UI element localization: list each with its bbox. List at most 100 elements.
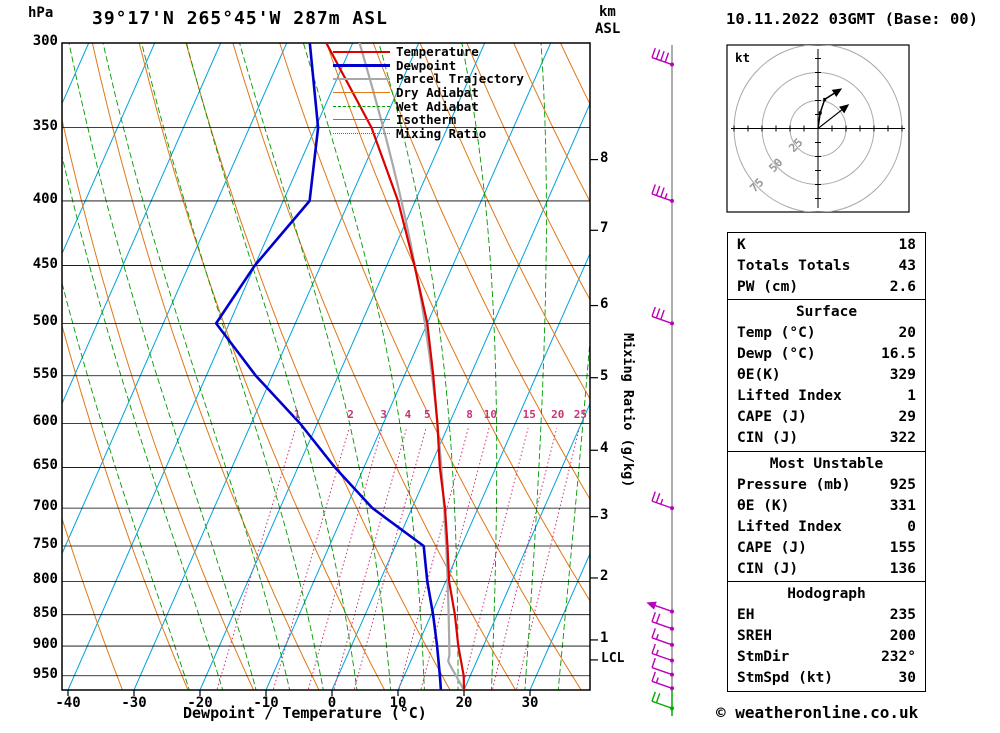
table-row-value: 329: [889, 367, 916, 383]
legend-item-label: Mixing Ratio: [396, 125, 487, 141]
km-tick-label: 6: [600, 295, 609, 312]
legend-item-label: Wet Adiabat: [396, 98, 479, 114]
table-row: StmSpd (kt) 30: [728, 668, 925, 689]
table-row-value: 43: [898, 257, 916, 274]
wind-barb-column: [646, 45, 674, 716]
legend-item: Temperature: [333, 44, 591, 59]
table-row: PW (cm) 2.6: [728, 277, 925, 298]
table-row: Dewp (°C) 16.5: [728, 344, 925, 365]
legend-item: Dewpoint: [333, 58, 591, 73]
hodograph-trace: [817, 90, 838, 129]
km-tick-label: 7: [600, 220, 609, 237]
sounding-curves: [214, 43, 466, 690]
wind-barb: [651, 491, 674, 511]
table-row-label: Lifted Index: [737, 518, 842, 535]
table-row-label: θE (K): [737, 497, 790, 514]
table-row: CAPE (J) 155: [728, 538, 925, 559]
table-section-header: Most Unstable: [769, 455, 884, 472]
table-section: Surface Temp (°C) 20 Dewp (°C) 16.5 θE(K) 329 L…: [727, 299, 926, 452]
table-row-label: PW (cm): [737, 278, 799, 295]
mixing-ratio-value-label: 25: [573, 408, 588, 422]
storm-motion-vector: [817, 107, 845, 129]
wind-barb: [646, 601, 674, 614]
wind-barb: [651, 47, 674, 67]
table-section: Hodograph EH 235 SREH 200 StmDir 232° StmSpd (k…: [727, 581, 926, 692]
km-tick-label: 2: [600, 567, 609, 584]
mixing-ratio-value-label: 15: [522, 408, 536, 422]
table-row-label: Totals Totals: [737, 257, 851, 274]
table-row-label: CIN (J): [737, 430, 799, 446]
pressure-tick-label: 850: [32, 604, 58, 621]
table-row-label: StmDir: [737, 649, 790, 665]
table-row-label: CIN (J): [737, 560, 799, 577]
km-tick-label: 8: [600, 149, 609, 166]
table-row: CIN (J) 136: [728, 559, 925, 580]
table-row-value: 331: [889, 497, 916, 514]
mixing-ratio-value-label: 2: [347, 408, 354, 422]
table-row: θE (K) 331: [728, 496, 925, 517]
legend-item: Wet Adiabat: [333, 98, 591, 114]
temp-tick-label: -10: [253, 695, 279, 711]
km-tick-label: 5: [600, 367, 609, 384]
mixing-ratio-lines: [216, 427, 580, 690]
table-row-label: Temp (°C): [737, 325, 816, 341]
table-row-label: Dewp (°C): [737, 346, 816, 362]
legend-line-sample: [333, 77, 390, 80]
legend-item-label: Dry Adiabat: [396, 85, 479, 101]
table-row: Temp (°C) 20: [728, 323, 925, 344]
km-tick-label: 3: [600, 506, 609, 523]
temp-tick-label: 20: [455, 695, 473, 711]
legend-item: Mixing Ratio: [333, 125, 591, 141]
table-row: StmDir 232°: [728, 647, 925, 668]
table-row: EH 235: [728, 605, 925, 626]
km-tick-label: 1: [600, 629, 609, 646]
table-section: Most Unstable Pressure (mb) 925 θE (K) 331 Li…: [727, 450, 926, 583]
table-section-header: Hodograph: [787, 586, 866, 602]
table-row: SREH 200: [728, 626, 925, 647]
wet-adiabat-lines: [62, 43, 590, 690]
mixing-ratio-axis-label: Mixing Ratio (g/kg): [620, 333, 636, 488]
hodograph-panel: [726, 44, 910, 213]
isotherm-lines: [62, 43, 590, 690]
table-row-value: 18: [898, 236, 916, 253]
hodograph-unit-label: kt: [735, 50, 751, 65]
mixing-ratio-value-label: 3: [380, 408, 387, 422]
mixing-ratio-value-label: 4: [404, 408, 412, 422]
station-title: 39°17'N 265°45'W 287m ASL: [92, 8, 388, 29]
table-row-label: K: [737, 236, 746, 253]
table-row: Pressure (mb) 925: [728, 475, 925, 496]
table-row-label: CAPE (J): [737, 409, 807, 425]
table-row-label: Lifted Index: [737, 388, 842, 404]
table-row-value: 0: [907, 518, 916, 535]
table-row-label: SREH: [737, 628, 772, 644]
legend-line-sample: [333, 92, 390, 94]
legend-item: Isotherm: [333, 112, 591, 127]
legend-line-sample: [333, 63, 390, 67]
wind-barb: [651, 306, 674, 326]
pressure-tick-label: 800: [32, 571, 58, 588]
pressure-tick-label: 900: [32, 636, 58, 653]
table-row-value: 200: [889, 628, 916, 644]
km-tick-label: 4: [600, 440, 609, 457]
table-row: K 18: [728, 235, 925, 256]
legend-line-sample: [333, 105, 390, 107]
dry-adiabat-lines: [62, 43, 590, 690]
table-row-value: 20: [898, 325, 916, 341]
table-row-label: StmSpd (kt): [737, 670, 834, 686]
table-section: K 18 Totals Totals 43 PW (cm) 2.6: [727, 231, 926, 301]
table-row-value: 925: [889, 476, 916, 493]
pressure-tick-label: 650: [32, 457, 58, 474]
temp-tick-label: -30: [121, 695, 147, 711]
wind-barb: [651, 643, 674, 663]
mixing-ratio-value-label: 8: [466, 408, 473, 422]
table-row-value: 155: [889, 539, 916, 556]
temp-tick-label: -40: [55, 695, 81, 711]
legend-line-sample: [333, 132, 390, 134]
pressure-tick-label: 350: [32, 117, 58, 134]
table-row: Lifted Index 1: [728, 386, 925, 407]
table-row: Lifted Index 0: [728, 517, 925, 538]
altitude-axis-unit-asl: ASL: [595, 21, 621, 37]
table-row-value: 30: [898, 670, 916, 686]
table-row-value: 16.5: [881, 346, 916, 362]
x-axis-label: Dewpoint / Temperature (°C): [183, 704, 427, 722]
